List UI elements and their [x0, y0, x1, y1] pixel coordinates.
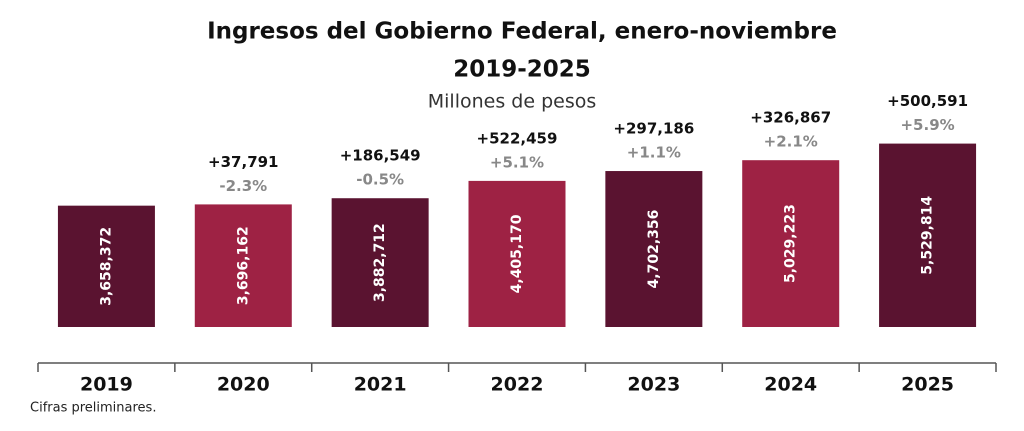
chart-subtitle: Millones de pesos [428, 91, 597, 113]
value-label: 3,696,162 [235, 226, 251, 305]
x-tick-label: 2023 [627, 374, 680, 396]
growth-label: +5.9% [900, 116, 954, 134]
increment-label: +522,459 [477, 129, 558, 147]
footnote: Cifras preliminares. [30, 401, 156, 416]
increment-label: +326,867 [750, 109, 831, 127]
increment-label: +37,791 [208, 153, 278, 171]
increment-label: +500,591 [887, 92, 968, 110]
value-label: 4,702,356 [646, 210, 662, 289]
bar [331, 198, 429, 327]
bar [879, 143, 977, 327]
value-label: 4,405,170 [509, 214, 525, 293]
bar [468, 180, 566, 327]
growth-label: +5.1% [490, 153, 544, 171]
growth-label: -2.3% [219, 177, 267, 195]
value-label: 5,029,223 [783, 204, 799, 283]
value-label: 3,658,372 [98, 227, 114, 306]
growth-label: -0.5% [356, 171, 404, 189]
increment-label: +297,186 [613, 120, 694, 138]
value-label: 5,529,814 [920, 196, 936, 275]
bar [194, 204, 292, 327]
x-tick-label: 2022 [491, 374, 544, 396]
growth-label: +1.1% [627, 144, 681, 162]
x-tick-label: 2020 [217, 374, 270, 396]
bar [605, 171, 703, 327]
growth-label: +2.1% [764, 133, 818, 151]
bar [57, 205, 155, 327]
chart-title: Ingresos del Gobierno Federal, enero-nov… [207, 19, 837, 45]
x-tick-label: 2024 [764, 374, 817, 396]
value-label: 3,882,712 [372, 223, 388, 302]
bar [742, 160, 840, 327]
x-tick-label: 2025 [901, 374, 954, 396]
x-tick-label: 2019 [80, 374, 133, 396]
x-tick-label: 2021 [354, 374, 407, 396]
chart-title: 2019-2025 [453, 57, 591, 83]
increment-label: +186,549 [340, 147, 421, 165]
